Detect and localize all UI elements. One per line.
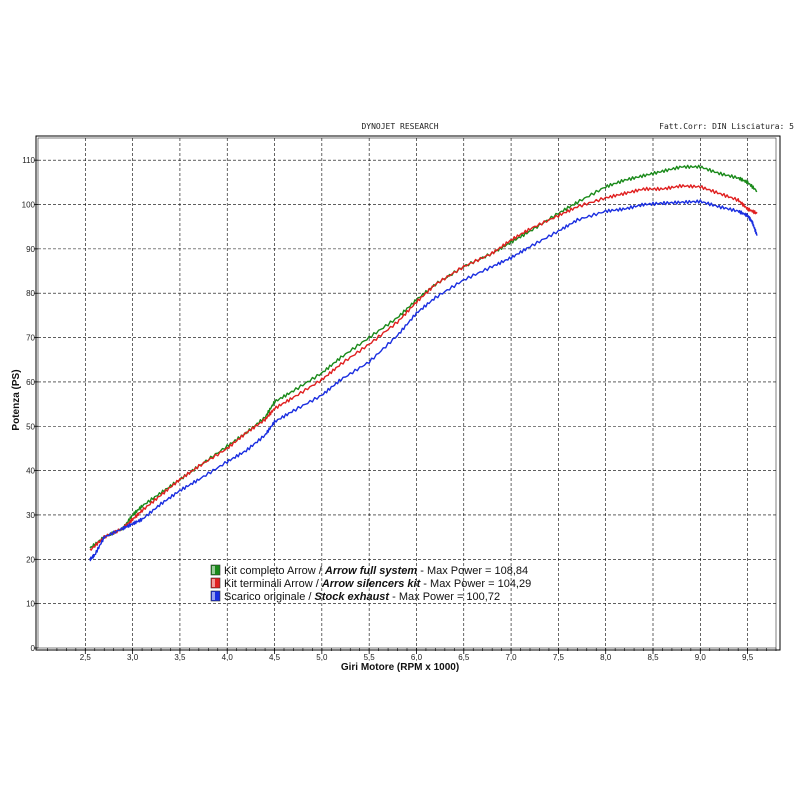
x-tick-label: 7,0 bbox=[506, 653, 518, 662]
x-tick-label: 4,5 bbox=[269, 653, 281, 662]
x-tick-label: 2,5 bbox=[80, 653, 92, 662]
x-tick-label: 8,0 bbox=[600, 653, 612, 662]
grid bbox=[38, 138, 776, 648]
x-tick-label: 6,5 bbox=[458, 653, 470, 662]
x-tick-label: 9,5 bbox=[742, 653, 754, 662]
y-tick-label: 30 bbox=[26, 511, 35, 520]
y-axis-ticks: 0 10 20 30 40 50 60 70 80 90 100 110 bbox=[22, 156, 38, 653]
legend-swatch-highlight bbox=[212, 566, 215, 574]
series-line-1 bbox=[89, 164, 758, 549]
chart-header-right: Fatt.Corr: DIN Lisciatura: 5 bbox=[659, 122, 794, 131]
y-axis-label: Potenza (PS) bbox=[11, 369, 22, 430]
legend-swatch bbox=[210, 590, 221, 602]
x-tick-label: 3,0 bbox=[127, 653, 139, 662]
legend-entry: Scarico originale / Stock exhaust - Max … bbox=[224, 591, 500, 603]
legend-swatch-highlight bbox=[212, 592, 215, 600]
x-tick-label: 9,0 bbox=[695, 653, 707, 662]
x-axis-label: Giri Motore (RPM x 1000) bbox=[341, 662, 459, 673]
legend-entry: Kit terminali Arrow / Arrow silencers ki… bbox=[224, 578, 531, 590]
x-axis-ticks: 2,5 3,0 3,5 4,0 4,5 5,0 5,5 6,0 6,5 7,0 7,5 8,0 8,5 9… bbox=[47, 648, 777, 662]
y-tick-label: 80 bbox=[26, 289, 35, 298]
x-tick-label: 3,5 bbox=[174, 653, 186, 662]
x-tick-label: 6,0 bbox=[411, 653, 423, 662]
x-tick-label: 4,0 bbox=[222, 653, 234, 662]
legend-swatch bbox=[210, 564, 221, 576]
plot-frame bbox=[35, 135, 781, 651]
y-tick-label: 60 bbox=[26, 378, 35, 387]
y-tick-label: 0 bbox=[31, 644, 36, 653]
series-line-2 bbox=[89, 183, 758, 551]
legend-swatch bbox=[210, 577, 221, 589]
legend-swatch-highlight bbox=[212, 579, 215, 587]
y-tick-label: 110 bbox=[22, 156, 35, 165]
x-tick-label: 5,0 bbox=[316, 653, 328, 662]
x-tick-label: 7,5 bbox=[553, 653, 565, 662]
x-tick-label: 5,5 bbox=[364, 653, 376, 662]
legend: Kit completo Arrow / Arrow full system -… bbox=[210, 564, 531, 603]
legend-entry: Kit completo Arrow / Arrow full system -… bbox=[224, 565, 528, 577]
y-tick-label: 90 bbox=[26, 245, 35, 254]
series-line-3 bbox=[89, 199, 758, 562]
series-lines bbox=[89, 164, 758, 562]
x-tick-label: 8,5 bbox=[647, 653, 659, 662]
y-tick-label: 100 bbox=[22, 201, 36, 210]
chart-title: DYNOJET RESEARCH bbox=[361, 122, 438, 131]
y-tick-label: 40 bbox=[26, 467, 35, 476]
y-tick-label: 70 bbox=[26, 334, 35, 343]
y-tick-label: 20 bbox=[26, 555, 35, 564]
y-tick-label: 10 bbox=[26, 600, 35, 609]
y-tick-label: 50 bbox=[26, 422, 35, 431]
